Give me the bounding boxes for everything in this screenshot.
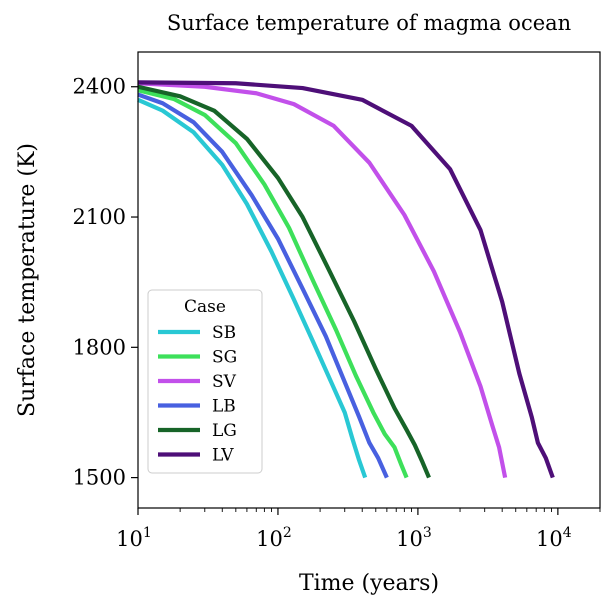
series-line-lg <box>137 84 431 479</box>
y-axis: 1500 1800 2100 2400 <box>73 75 138 490</box>
plot-frame <box>137 51 601 509</box>
series-line-lb <box>137 92 389 479</box>
series-line-sv <box>137 81 508 479</box>
legend-label-sg: SG <box>212 348 237 368</box>
x-tick-label: 102 <box>256 525 292 551</box>
legend-box <box>147 289 263 474</box>
x-tick-label: 103 <box>396 525 432 551</box>
legend-label-lb: LB <box>212 397 236 417</box>
y-tick-label: 2100 <box>73 205 126 229</box>
legend-title: Case <box>184 297 226 317</box>
legend: Case SB SG SV LB LG LV <box>147 289 263 474</box>
x-axis-label: Time (years) <box>299 571 439 596</box>
x-axis: 101 102 103 104 <box>116 508 601 551</box>
legend-label-sv: SV <box>212 372 237 392</box>
series-line-sb <box>137 97 368 479</box>
y-tick-label: 1800 <box>73 335 126 359</box>
legend-label-lv: LV <box>212 446 234 466</box>
legend-label-sb: SB <box>212 323 236 343</box>
series-layer <box>137 80 555 479</box>
x-tick-label: 101 <box>116 525 152 551</box>
chart-title: Surface temperature of magma ocean <box>167 11 571 35</box>
x-tick-label: 104 <box>536 525 572 551</box>
y-axis-label: Surface temperature (K) <box>15 143 40 417</box>
series-line-lv <box>137 80 555 479</box>
legend-label-lg: LG <box>212 421 237 441</box>
y-tick-label: 2400 <box>73 75 126 99</box>
y-tick-label: 1500 <box>73 466 126 490</box>
series-line-sg <box>137 88 409 479</box>
